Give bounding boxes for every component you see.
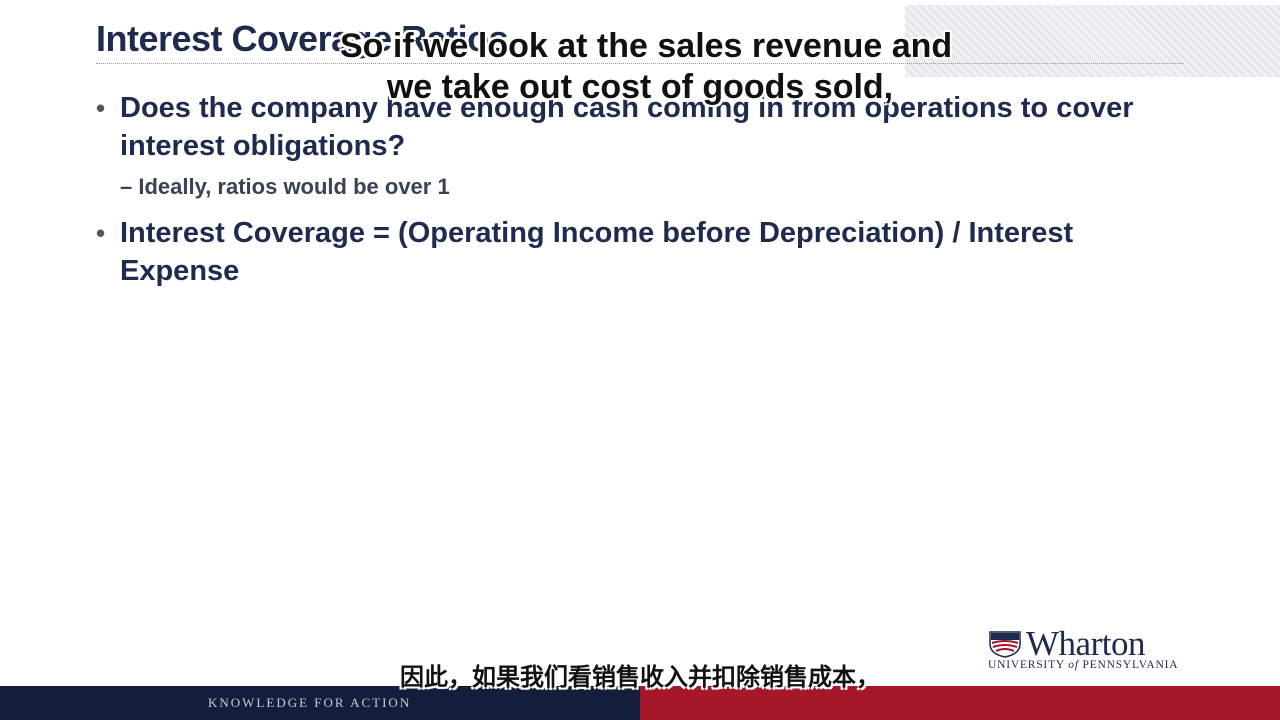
title-divider xyxy=(96,63,1184,64)
bullet-dot-icon: • xyxy=(96,218,106,248)
penn-shield-icon xyxy=(989,631,1021,658)
logo-wordmark: Wharton xyxy=(1026,624,1145,663)
sub-bullet: – Ideally, ratios would be over 1 xyxy=(120,174,450,199)
footer-bar-right xyxy=(640,686,1280,720)
footer-bar-left: KNOWLEDGE FOR ACTION xyxy=(0,686,640,720)
bullet-text: Does the company have enough cash coming… xyxy=(120,92,1134,162)
footer-tagline: KNOWLEDGE FOR ACTION xyxy=(208,695,412,710)
bullet-text: Interest Coverage = (Operating Income be… xyxy=(120,217,1074,287)
bullet-item: • Does the company have enough cash comi… xyxy=(96,89,1186,165)
slide-title: Interest Coverage Ratios xyxy=(96,18,509,59)
bullet-dot-icon: • xyxy=(96,93,106,123)
logo-university-line: UNIVERSITY of PENNSYLVANIA xyxy=(988,659,1179,671)
subtitle-english-line-2: we take out cost of goods sold, xyxy=(386,68,894,106)
subtitle-chinese: 因此，如果我们看销售收入并扣除销售成本， xyxy=(400,663,880,691)
subtitle-english-line-1: So if we look at the sales revenue and xyxy=(340,27,953,65)
wharton-logo: Wharton UNIVERSITY of PENNSYLVANIA xyxy=(988,624,1193,673)
bullet-item: • Interest Coverage = (Operating Income … xyxy=(96,214,1186,290)
overlay-panel xyxy=(905,5,1280,77)
